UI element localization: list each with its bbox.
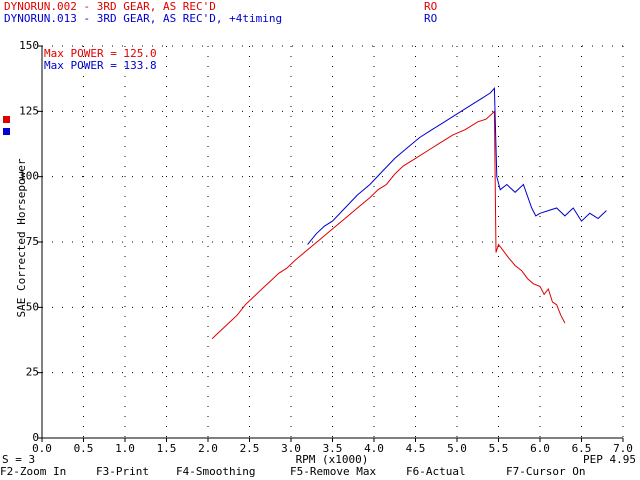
x-tick-label: 3.5 (323, 442, 343, 455)
legend-swatch (3, 128, 10, 135)
function-key[interactable]: F6-Actual (406, 465, 466, 478)
power-curve (307, 87, 607, 245)
legend-swatch (3, 116, 10, 123)
y-tick-label: 50 (26, 300, 39, 313)
max-power-note: Max POWER = 133.8 (44, 59, 157, 72)
y-tick-label: 75 (26, 235, 39, 248)
x-tick-label: 6.5 (572, 442, 592, 455)
function-key[interactable]: F3-Print (96, 465, 149, 478)
x-tick-label: 3.0 (281, 442, 301, 455)
x-tick-label: 4.5 (406, 442, 426, 455)
x-tick-label: 2.5 (240, 442, 260, 455)
power-curve (211, 110, 566, 340)
x-tick-label: 2.0 (198, 442, 218, 455)
y-tick-label: 100 (19, 170, 39, 183)
x-tick-label: 5.0 (447, 442, 467, 455)
x-tick-label: 7.0 (613, 442, 633, 455)
y-tick-label: 0 (32, 431, 39, 444)
x-tick-label: 4.0 (364, 442, 384, 455)
x-axis-label: RPM (x1000) (296, 453, 369, 466)
x-tick-label: 1.0 (115, 442, 135, 455)
y-tick-label: 125 (19, 104, 39, 117)
y-axis-label: SAE Corrected Horsepower (15, 158, 28, 317)
y-tick-label: 150 (19, 39, 39, 52)
x-tick-label: 5.5 (489, 442, 509, 455)
header-tag: RO (424, 12, 437, 25)
header-title: DYNORUN.013 - 3RD GEAR, AS REC'D, +4timi… (4, 12, 282, 25)
x-tick-label: 6.0 (530, 442, 550, 455)
max-power-note: Max POWER = 125.0 (44, 47, 157, 60)
header-tag: RO (424, 0, 437, 13)
x-tick-label: 1.5 (157, 442, 177, 455)
pep: PEP 4.95 (583, 453, 636, 466)
header-title: DYNORUN.002 - 3RD GEAR, AS REC'D (4, 0, 216, 13)
function-key[interactable]: F7-Cursor On (506, 465, 585, 478)
function-key[interactable]: F2-Zoom In (0, 465, 66, 478)
y-tick-label: 25 (26, 366, 39, 379)
x-tick-label: 0.5 (74, 442, 94, 455)
smoothing: S = 3 (2, 453, 35, 466)
function-key[interactable]: F4-Smoothing (176, 465, 255, 478)
function-key[interactable]: F5-Remove Max (290, 465, 376, 478)
x-tick-label: 0.0 (32, 442, 52, 455)
